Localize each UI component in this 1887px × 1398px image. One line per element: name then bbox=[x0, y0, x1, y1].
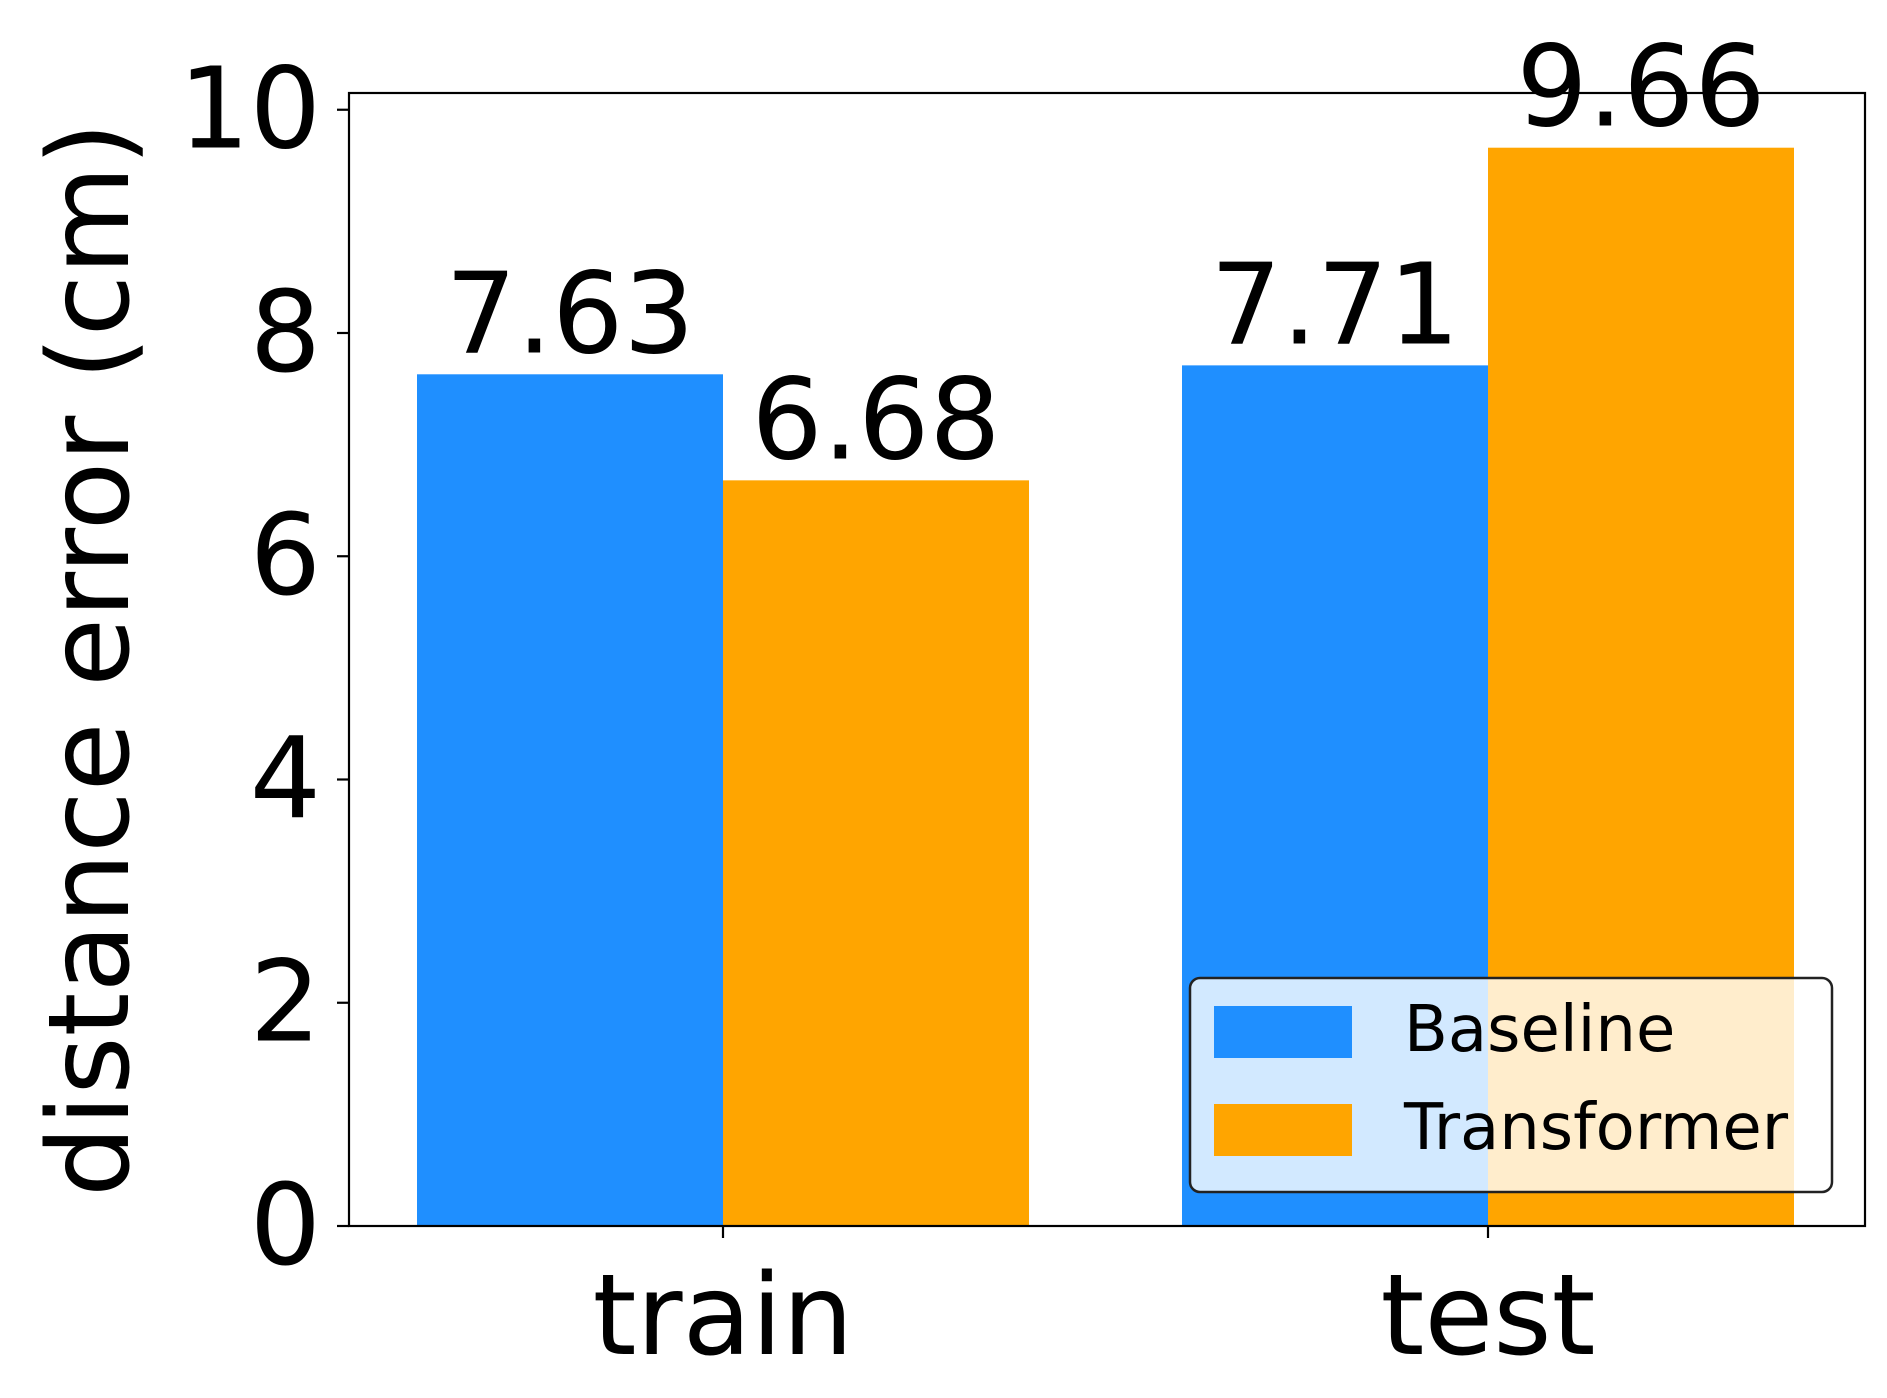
bar-transformer-train bbox=[723, 480, 1029, 1226]
legend-swatch-transformer bbox=[1214, 1104, 1352, 1156]
data-label-transformer-test: 9.66 bbox=[1516, 23, 1765, 153]
y-ticks: 0 2 4 6 8 10 bbox=[178, 45, 349, 1291]
y-tick-label: 6 bbox=[250, 491, 321, 621]
x-tick-label: train bbox=[593, 1251, 854, 1381]
data-label-transformer-train: 6.68 bbox=[751, 355, 1000, 485]
bar-baseline-train bbox=[417, 374, 723, 1227]
axes-layer bbox=[347, 91, 1867, 1228]
legend-swatch-baseline bbox=[1214, 1006, 1352, 1058]
legend-label-transformer: Transformer bbox=[1403, 1091, 1789, 1165]
y-tick-label: 0 bbox=[250, 1161, 321, 1291]
plot-frame bbox=[347, 91, 1867, 1228]
y-tick-label: 8 bbox=[250, 268, 321, 398]
data-label-baseline-train: 7.63 bbox=[445, 249, 694, 379]
legend: Baseline Transformer bbox=[1188, 976, 1834, 1194]
x-tick-label: test bbox=[1380, 1251, 1595, 1381]
y-tick-label: 4 bbox=[250, 714, 321, 844]
x-ticks: train test bbox=[593, 1226, 1596, 1381]
y-tick-label: 2 bbox=[250, 938, 321, 1068]
data-labels-layer: 7.63 6.68 7.71 9.66 bbox=[445, 23, 1765, 486]
data-label-baseline-test: 7.71 bbox=[1210, 240, 1459, 370]
y-tick-label: 10 bbox=[178, 45, 321, 175]
legend-label-baseline: Baseline bbox=[1404, 993, 1675, 1067]
y-axis-label: distance error (cm) bbox=[25, 122, 155, 1197]
